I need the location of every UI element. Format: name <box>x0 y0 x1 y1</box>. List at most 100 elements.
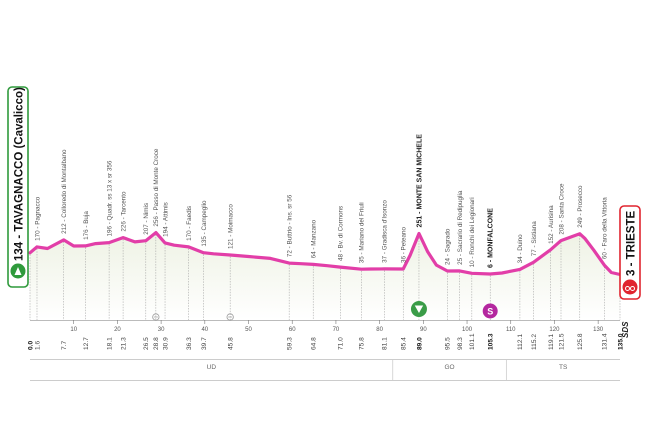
waypoint-label: 256 - Passo di Monte Croce <box>153 148 160 227</box>
start-name: 134 - TAVAGNACCO (Cavalicco) <box>14 87 26 261</box>
axis-ticks: 10 20 30 40 50 60 70 80 90 100 110 120 130 <box>70 320 604 333</box>
tick-label: 50 <box>245 327 252 333</box>
waypoint-lines <box>29 231 621 320</box>
feed-zone-icon <box>226 313 234 321</box>
finish-name: 3 - TRIESTE <box>626 210 638 276</box>
waypoint-label: 135 - Campeglio <box>201 200 208 247</box>
start-frame <box>7 86 29 288</box>
waypoint-label: 121 - Moimacco <box>227 204 234 249</box>
waypoint-km: 75.8 <box>359 337 366 350</box>
waypoint-label: 6 - MONFALCONE <box>488 208 495 268</box>
waypoint-label: 207 - Nimis <box>143 203 150 235</box>
waypoint-km: 71.0 <box>338 337 345 350</box>
waypoint-label: 170 - Pagnacco <box>34 196 41 241</box>
tick-label: 130 <box>593 327 604 333</box>
waypoint-label: 152 - Aurisina <box>548 205 555 244</box>
waypoint-label: 48 - Bv. di Cormons <box>338 206 345 261</box>
finish-icon <box>622 279 638 295</box>
waypoint-label: 196 - Quadr. ss 13 x sr 356 <box>106 160 113 236</box>
waypoint-km: 85.4 <box>401 337 408 350</box>
axis-baseline <box>30 320 620 321</box>
waypoint-km: 89.0 <box>416 337 423 350</box>
waypoint-km: 121.5 <box>558 333 565 350</box>
waypoint-label: 251 - MONTE SAN MICHELE <box>416 134 423 228</box>
waypoint-km: 21.3 <box>120 337 127 350</box>
waypoint-km: 64.8 <box>311 337 318 350</box>
sds-logo: SDS <box>621 321 630 338</box>
tick-label: 30 <box>158 327 165 333</box>
waypoint-km: 101.1 <box>469 333 476 350</box>
waypoint-km: 131.4 <box>602 333 609 350</box>
province-label: UD <box>207 364 217 371</box>
waypoint-km: 26.5 <box>143 337 150 350</box>
feed-zone-icon <box>152 313 160 321</box>
profile-markers: S <box>152 301 498 321</box>
waypoint-label: 77 - Sistiana <box>531 221 538 256</box>
province-label: TS <box>559 364 568 371</box>
waypoint-km: 12.7 <box>83 337 90 350</box>
finish-frame <box>619 205 641 300</box>
tick-label: 10 <box>70 327 77 333</box>
waypoint-km: 98.3 <box>457 337 464 350</box>
tick-label: 20 <box>114 327 121 333</box>
province-label: GO <box>444 364 454 371</box>
finish-label: 3 - TRIESTE <box>619 205 641 300</box>
profile-line <box>28 231 622 277</box>
km-labels: 0.0 1.6 7.7 12.7 18.1 21.3 26.5 28.8 30.9 36.3 39.… <box>27 333 624 350</box>
tick-label: 100 <box>462 327 473 333</box>
tick-label: 110 <box>506 327 516 333</box>
waypoint-km: 135.0 <box>617 333 624 350</box>
place-labels: 170 - Pagnacco 212 - Colloredo di Montalb… <box>34 134 608 268</box>
waypoint-km: 119.1 <box>548 334 555 350</box>
waypoint-label: 25 - Sacrario di Redipuglia <box>457 190 464 265</box>
waypoint-km: 30.9 <box>162 337 169 350</box>
tick-label: 70 <box>333 327 340 333</box>
waypoint-label: 249 - Prosecco <box>577 185 584 228</box>
province-band-bottom <box>30 380 620 381</box>
waypoint-km: 105.3 <box>488 333 495 350</box>
tick-label: 120 <box>549 327 560 333</box>
waypoint-label: 72 - Buttrio - Ins. sr 56 <box>286 194 293 257</box>
waypoint-label: 208 - Santa Croce <box>558 183 565 235</box>
tick-label: 80 <box>376 327 383 333</box>
province-band-top <box>30 359 620 360</box>
waypoint-label: 226 - Tarcento <box>120 191 127 232</box>
waypoint-km: 112.1 <box>517 334 524 350</box>
waypoint-km: 1.6 <box>34 341 41 350</box>
waypoint-label: 37 - Gradisca d'Isonzo <box>382 200 389 263</box>
waypoint-label: 36 - Peteano <box>401 226 408 263</box>
waypoint-label: 10 - Ronchi dei Legionari <box>469 197 476 267</box>
waypoint-label: 60 - Faro della Vittoria <box>602 197 609 259</box>
waypoint-km: 0.0 <box>27 341 34 350</box>
waypoint-label: 176 - Buja <box>83 211 90 240</box>
waypoint-km: 7.7 <box>61 341 68 350</box>
waypoint-km: 81.1 <box>382 337 389 350</box>
waypoint-km: 125.8 <box>577 333 584 350</box>
tick-label: 90 <box>420 327 427 333</box>
province-band: UD GO TS <box>207 359 568 380</box>
kom-triangle-icon <box>414 305 424 313</box>
sprint-marker-icon <box>482 303 498 319</box>
waypoint-label: 194 - Attimis <box>162 202 169 237</box>
tick-label: 60 <box>289 327 296 333</box>
sprint-marker-label: S <box>487 307 493 317</box>
waypoint-label: 212 - Colloredo di Montalbano <box>61 149 68 234</box>
waypoint-label: 34 - Duino <box>517 234 524 264</box>
waypoint-km: 45.8 <box>227 337 234 350</box>
tick-label: 40 <box>201 327 208 333</box>
waypoint-km: 18.1 <box>106 337 113 350</box>
waypoint-km: 28.8 <box>153 337 160 350</box>
finish-bike-icon <box>625 286 630 291</box>
waypoint-km: 95.5 <box>445 337 452 350</box>
waypoint-label: 170 - Faedis <box>186 206 193 241</box>
profile-area <box>30 232 620 320</box>
start-flag-icon <box>14 267 22 275</box>
waypoint-km: 115.2 <box>531 334 538 350</box>
waypoint-label: 24 - Sagrado <box>445 228 452 265</box>
start-label: 134 - TAVAGNACCO (Cavalicco) <box>7 86 29 288</box>
waypoint-km: 36.3 <box>186 337 193 350</box>
waypoint-km: 59.3 <box>286 337 293 350</box>
waypoint-km: 39.7 <box>201 337 208 350</box>
waypoint-label: 35 - Mariano del Friuli <box>359 202 366 263</box>
